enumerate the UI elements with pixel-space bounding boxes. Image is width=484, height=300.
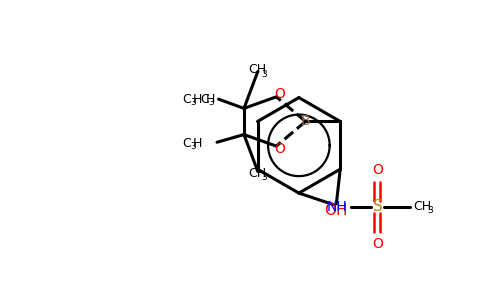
Text: B: B [301, 115, 310, 128]
Text: H: H [206, 93, 215, 106]
Text: O: O [372, 237, 383, 251]
Text: 3: 3 [190, 98, 196, 107]
Text: 3: 3 [190, 142, 196, 152]
Text: 3: 3 [427, 206, 433, 215]
Text: NH: NH [327, 200, 348, 214]
Text: CH: CH [249, 63, 267, 76]
Text: CH: CH [414, 200, 432, 213]
Text: OH: OH [325, 202, 348, 217]
Text: H: H [193, 93, 202, 106]
Text: CH: CH [249, 167, 267, 180]
Text: 3: 3 [208, 98, 214, 107]
Text: C: C [182, 137, 191, 150]
Text: H: H [193, 137, 202, 150]
Text: O: O [275, 87, 286, 101]
Text: O: O [275, 142, 286, 156]
Text: S: S [373, 200, 382, 214]
Text: O: O [372, 163, 383, 177]
Text: 3: 3 [262, 70, 268, 79]
Text: 3: 3 [262, 173, 268, 182]
Text: C: C [182, 93, 191, 106]
Text: C: C [200, 93, 209, 106]
